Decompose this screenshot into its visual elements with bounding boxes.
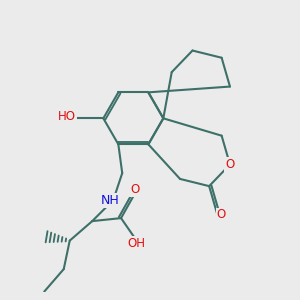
Text: NH: NH <box>101 194 120 207</box>
Text: HO: HO <box>58 110 76 123</box>
Text: O: O <box>217 208 226 221</box>
Text: OH: OH <box>127 237 145 250</box>
Text: O: O <box>130 183 139 196</box>
Text: O: O <box>225 158 235 171</box>
